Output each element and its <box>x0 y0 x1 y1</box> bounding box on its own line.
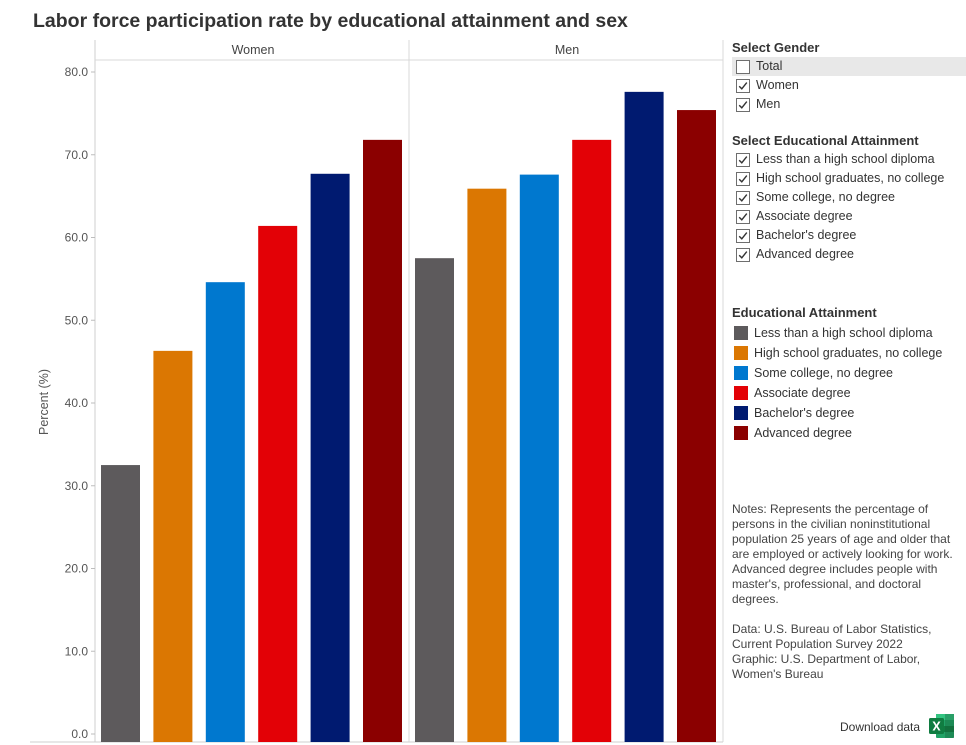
y-tick-label: 0.0 <box>71 727 88 741</box>
panel-header-men: Men <box>555 43 579 57</box>
legend-label: High school graduates, no college <box>754 346 943 360</box>
y-tick-label: 80.0 <box>65 65 89 79</box>
filter-option-bachelor-s-degree[interactable]: Bachelor's degree <box>732 226 966 245</box>
filter-option-label: Bachelor's degree <box>756 228 857 242</box>
filter-option-label: Associate degree <box>756 209 853 223</box>
legend-item-associate-degree: Associate degree <box>732 383 966 403</box>
legend-swatch <box>734 386 748 400</box>
legend-item-less-than-a-high-school-diploma: Less than a high school diploma <box>732 323 966 343</box>
y-tick-label: 50.0 <box>65 313 89 327</box>
y-tick-label: 30.0 <box>65 479 89 493</box>
bar-men-high-school-graduates-no-college[interactable] <box>467 188 507 743</box>
checkbox-checked[interactable] <box>736 79 750 93</box>
filter-option-label: Less than a high school diploma <box>756 152 935 166</box>
filter-option-women[interactable]: Women <box>732 76 966 95</box>
checkbox-checked[interactable] <box>736 153 750 167</box>
legend-heading: Educational Attainment <box>732 305 877 320</box>
y-tick-label: 10.0 <box>65 644 89 658</box>
y-tick-label: 20.0 <box>65 562 89 576</box>
legend-label: Bachelor's degree <box>754 406 855 420</box>
y-tick-label: 60.0 <box>65 231 89 245</box>
bars <box>101 91 716 743</box>
filter-option-label: Total <box>756 59 783 73</box>
education-filter-heading: Select Educational Attainment <box>732 133 919 148</box>
source-graphic: Graphic: U.S. Department of Labor, Women… <box>732 652 921 681</box>
legend-label: Advanced degree <box>754 426 852 440</box>
y-tick-label: 40.0 <box>65 396 89 410</box>
source-data: Data: U.S. Bureau of Labor Statistics, C… <box>732 622 932 651</box>
bar-women-less-than-a-high-school-diploma[interactable] <box>101 465 140 742</box>
notes-panel: Notes: Represents the percentage of pers… <box>732 502 958 682</box>
y-axis: 0.0 10.0 20.0 30.0 40.0 50.0 60.0 70.0 80.0 Perce… <box>30 40 724 743</box>
filter-option-some-college-no-degree[interactable]: Some college, no degree <box>732 188 966 207</box>
y-axis-label: Percent (%) <box>37 369 51 435</box>
legend-swatch <box>734 426 748 440</box>
filter-option-men[interactable]: Men <box>732 95 966 114</box>
legend-label: Some college, no degree <box>754 366 893 380</box>
bar-men-some-college-no-degree[interactable] <box>519 174 559 743</box>
legend-item-advanced-degree: Advanced degree <box>732 423 966 443</box>
bar-women-bachelor-s-degree[interactable] <box>310 173 350 743</box>
filter-option-label: High school graduates, no college <box>756 171 945 185</box>
chart-title: Labor force participation rate by educat… <box>33 10 628 32</box>
legend-label: Associate degree <box>754 386 851 400</box>
filter-option-less-than-a-high-school-diploma[interactable]: Less than a high school diploma <box>732 150 966 169</box>
filter-option-associate-degree[interactable]: Associate degree <box>732 207 966 226</box>
bar-men-bachelor-s-degree[interactable] <box>624 91 664 743</box>
legend-swatch <box>734 406 748 420</box>
checkbox-unchecked[interactable] <box>736 60 750 74</box>
legend-swatch <box>734 326 748 340</box>
legend-label: Less than a high school diploma <box>754 326 933 340</box>
filter-option-advanced-degree[interactable]: Advanced degree <box>732 245 966 264</box>
download-data-button[interactable]: Download data <box>840 712 956 742</box>
download-label: Download data <box>840 720 921 734</box>
legend: Educational Attainment Less than a high … <box>732 304 966 443</box>
education-filter: Select Educational Attainment Less than … <box>732 132 966 264</box>
filter-option-high-school-graduates-no-college[interactable]: High school graduates, no college <box>732 169 966 188</box>
legend-item-high-school-graduates-no-college: High school graduates, no college <box>732 343 966 363</box>
bar-women-advanced-degree[interactable] <box>363 139 402 743</box>
legend-swatch <box>734 366 748 380</box>
checkbox-checked[interactable] <box>736 229 750 243</box>
filter-option-total[interactable]: Total <box>732 57 966 76</box>
gender-filter: Select Gender Total Women Men <box>732 39 966 114</box>
notes-text: Notes: Represents the percentage of pers… <box>732 502 953 606</box>
legend-swatch <box>734 346 748 360</box>
bar-men-associate-degree[interactable] <box>572 139 612 743</box>
bar-women-high-school-graduates-no-college[interactable] <box>153 350 193 742</box>
checkbox-checked[interactable] <box>736 210 750 224</box>
panel-headers: Women Men <box>232 43 580 57</box>
filter-option-label: Advanced degree <box>756 247 854 261</box>
legend-item-some-college-no-degree: Some college, no degree <box>732 363 966 383</box>
bar-women-some-college-no-degree[interactable] <box>205 282 245 742</box>
filter-option-label: Women <box>756 78 799 92</box>
filter-option-label: Some college, no degree <box>756 190 895 204</box>
y-tick-label: 70.0 <box>65 148 89 162</box>
bar-men-less-than-a-high-school-diploma[interactable] <box>415 258 454 742</box>
checkbox-checked[interactable] <box>736 248 750 262</box>
bar-men-advanced-degree[interactable] <box>677 110 716 742</box>
checkbox-checked[interactable] <box>736 191 750 205</box>
panel-header-women: Women <box>232 43 275 57</box>
excel-icon <box>928 712 956 743</box>
legend-item-bachelor-s-degree: Bachelor's degree <box>732 403 966 423</box>
checkbox-checked[interactable] <box>736 172 750 186</box>
bar-women-associate-degree[interactable] <box>258 225 298 743</box>
gender-filter-heading: Select Gender <box>732 40 820 55</box>
filter-option-label: Men <box>756 97 781 111</box>
checkbox-checked[interactable] <box>736 98 750 112</box>
bar-chart: 0.0 10.0 20.0 30.0 40.0 50.0 60.0 70.0 80.0 Perce… <box>30 40 724 743</box>
